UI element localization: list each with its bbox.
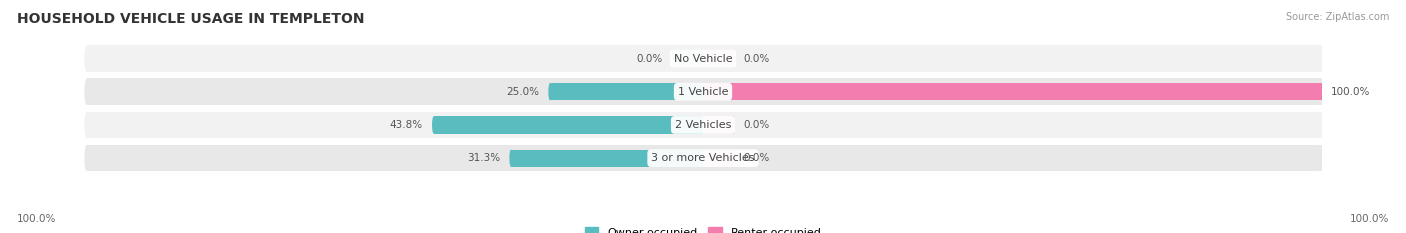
Circle shape [700,116,703,134]
Circle shape [703,116,706,134]
Circle shape [700,150,703,167]
Circle shape [703,50,706,67]
Circle shape [731,116,734,134]
Text: No Vehicle: No Vehicle [673,54,733,64]
Text: 100.0%: 100.0% [1331,87,1371,97]
Text: 2 Vehicles: 2 Vehicles [675,120,731,130]
Circle shape [700,83,703,100]
Circle shape [672,50,675,67]
Text: 100.0%: 100.0% [17,214,56,224]
Bar [87,145,1322,171]
Circle shape [700,50,703,67]
Circle shape [1316,145,1322,171]
Circle shape [84,145,90,171]
Bar [433,116,703,134]
Text: 25.0%: 25.0% [506,87,538,97]
Bar [510,150,703,167]
Text: 0.0%: 0.0% [744,120,769,130]
Bar [673,50,703,67]
Text: Source: ZipAtlas.com: Source: ZipAtlas.com [1285,12,1389,22]
Circle shape [703,150,706,167]
Bar [87,79,1322,105]
Circle shape [432,116,436,134]
Bar [704,116,734,134]
Circle shape [84,45,90,72]
Circle shape [1316,112,1322,138]
Circle shape [509,150,513,167]
Bar [87,112,1322,138]
Text: 31.3%: 31.3% [467,153,501,163]
Circle shape [703,83,706,100]
Text: 0.0%: 0.0% [637,54,662,64]
Text: 43.8%: 43.8% [389,120,423,130]
Circle shape [731,50,734,67]
Text: 1 Vehicle: 1 Vehicle [678,87,728,97]
Circle shape [731,150,734,167]
Text: 0.0%: 0.0% [744,153,769,163]
Bar [704,50,734,67]
Circle shape [84,112,90,138]
Text: 3 or more Vehicles: 3 or more Vehicles [651,153,755,163]
Bar [550,83,703,100]
Circle shape [84,79,90,105]
Circle shape [1316,79,1322,105]
Circle shape [1319,83,1322,100]
Circle shape [1316,45,1322,72]
Text: HOUSEHOLD VEHICLE USAGE IN TEMPLETON: HOUSEHOLD VEHICLE USAGE IN TEMPLETON [17,12,364,26]
Bar [87,45,1322,72]
Bar [704,150,734,167]
Text: 100.0%: 100.0% [1350,214,1389,224]
Bar [704,83,1322,100]
Circle shape [548,83,551,100]
Text: 0.0%: 0.0% [744,54,769,64]
Legend: Owner-occupied, Renter-occupied: Owner-occupied, Renter-occupied [581,223,825,233]
